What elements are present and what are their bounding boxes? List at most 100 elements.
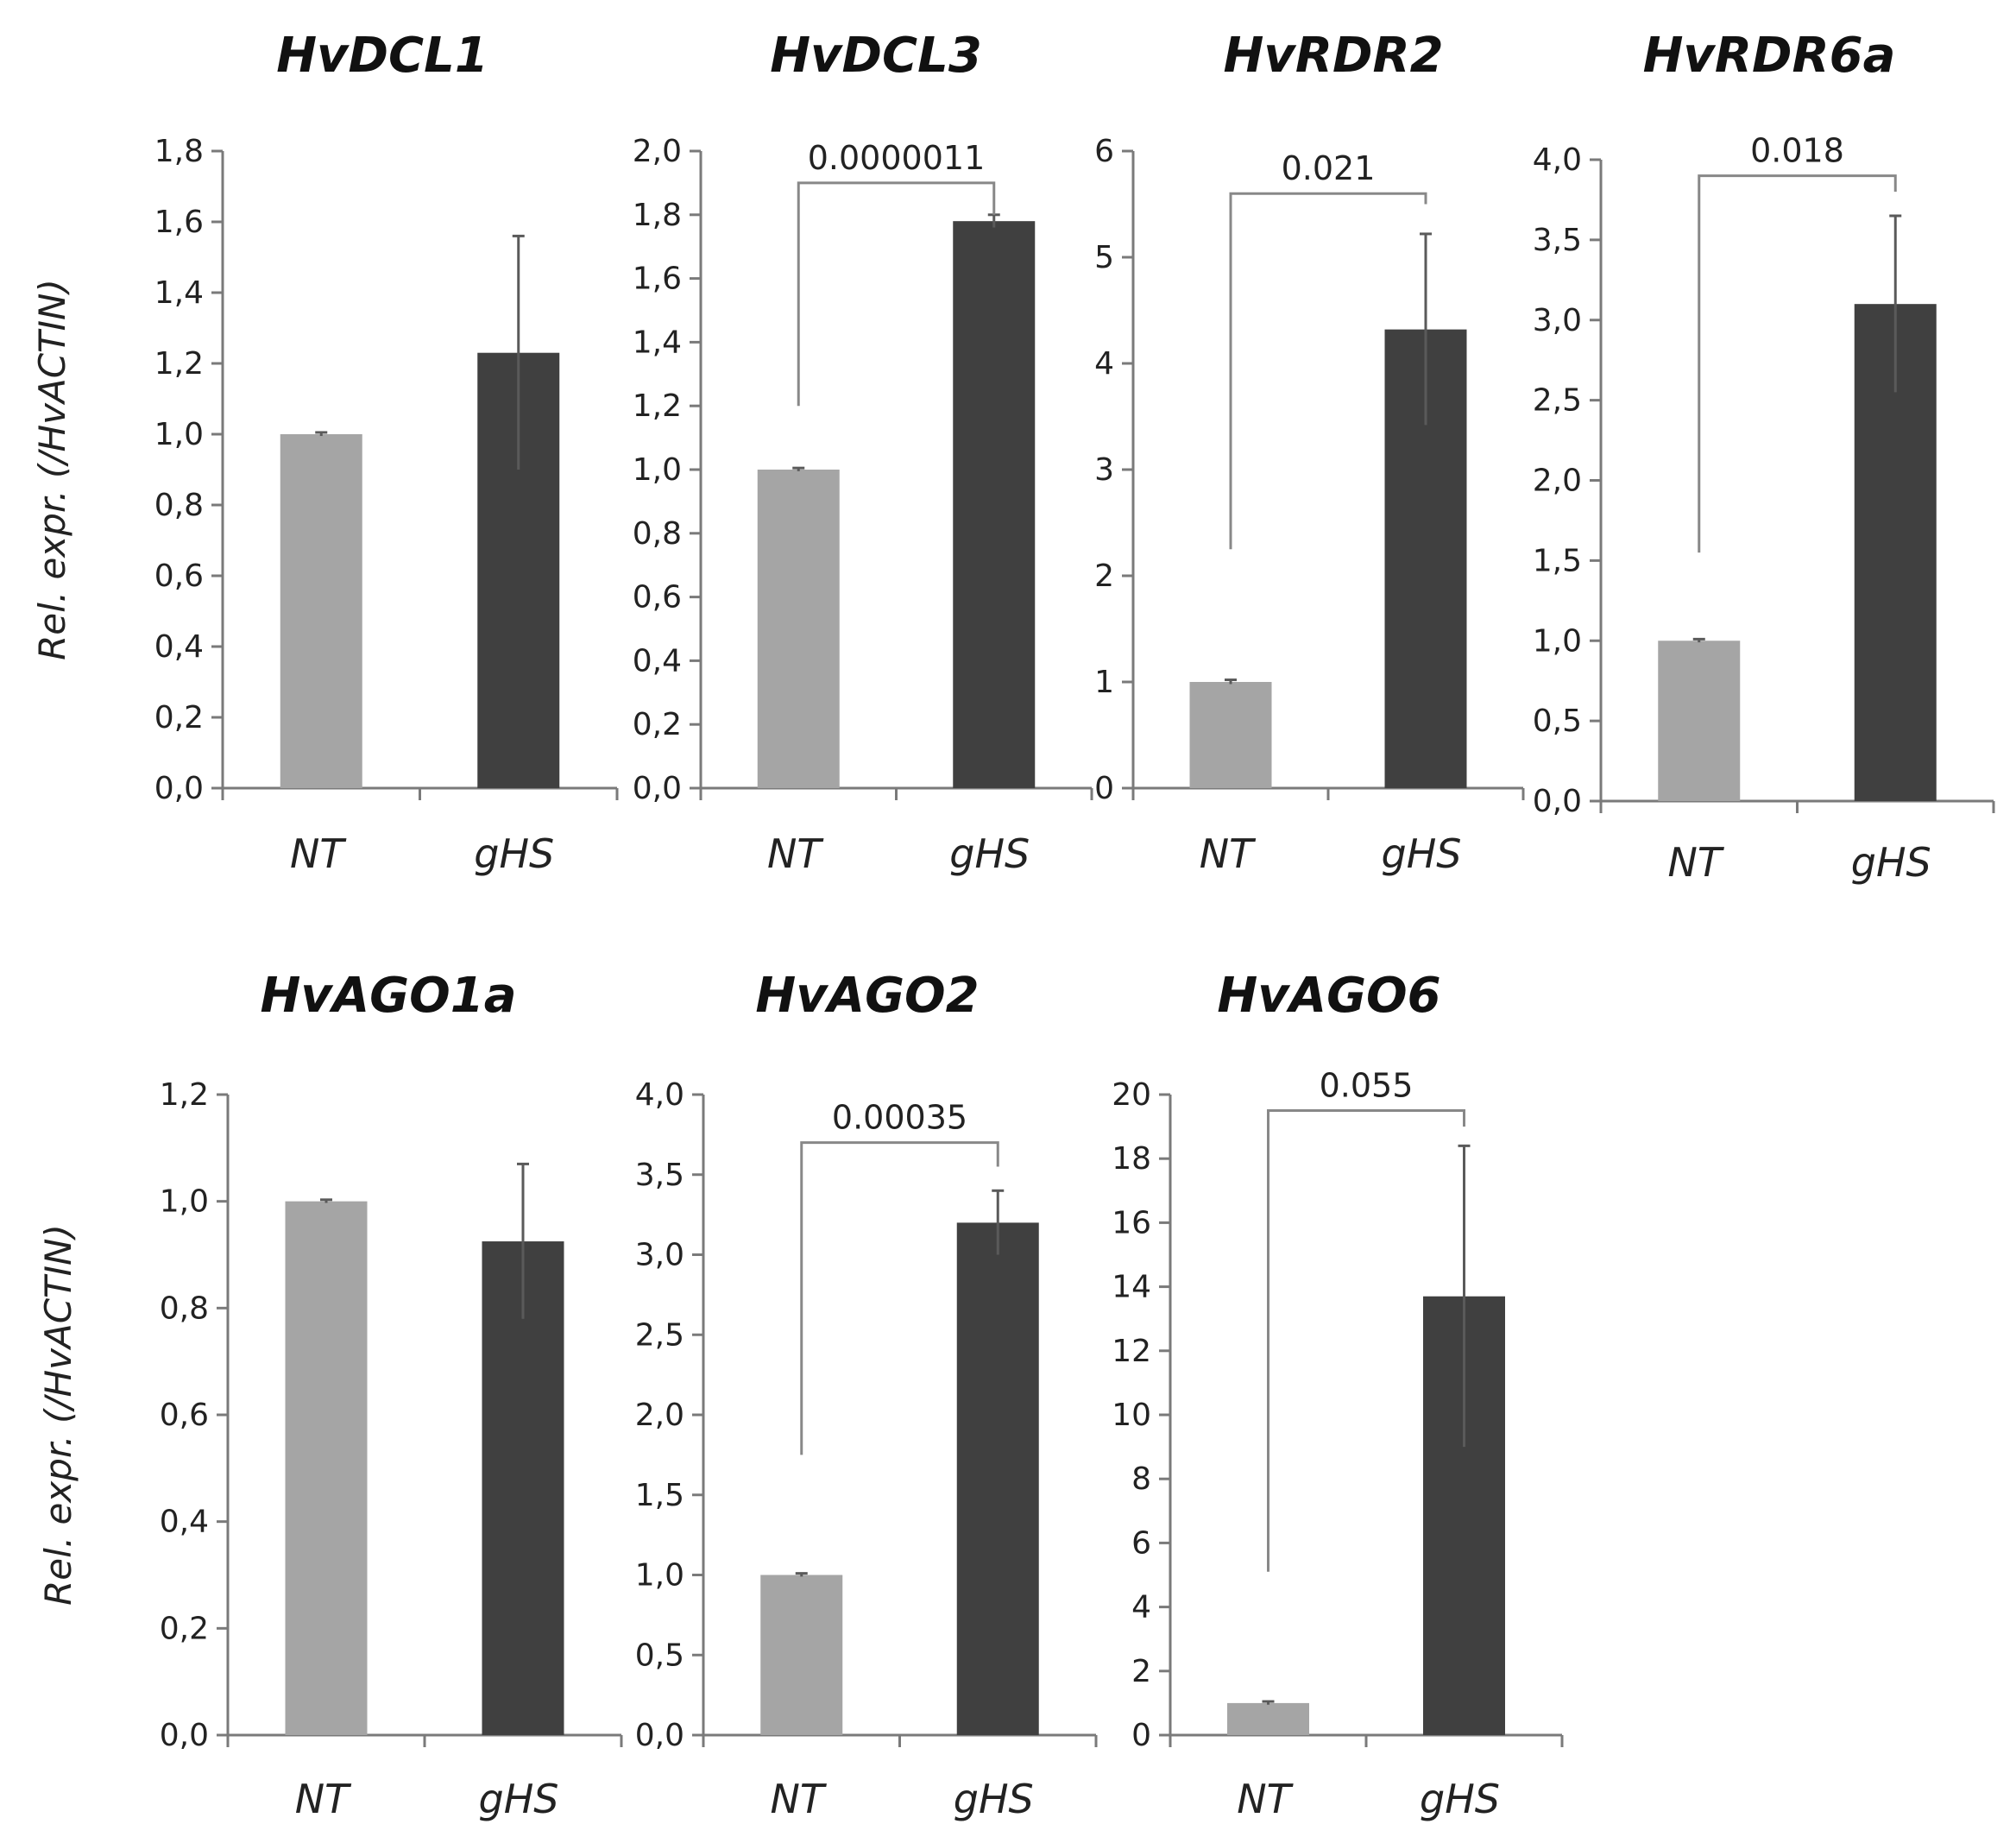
y-tick-label: 0,6 [633, 580, 682, 615]
chart-title: HvAGO1a [260, 968, 516, 1024]
y-tick-label: 5 [1094, 240, 1114, 275]
chart-title: HvAGO2 [755, 968, 979, 1024]
y-tick-label: 1,6 [154, 205, 204, 240]
y-tick-label: 1,5 [1533, 543, 1582, 578]
bar-ghs [482, 1241, 564, 1735]
y-tick-label: 0,6 [160, 1398, 209, 1433]
y-tick-label: 0,4 [160, 1505, 209, 1540]
y-tick-label: 0 [1094, 771, 1114, 806]
y-tick-label: 0,2 [154, 700, 204, 735]
chart-title: HvAGO6 [1217, 968, 1440, 1024]
y-tick-label: 0,0 [633, 771, 682, 806]
chart-title: HvDCL3 [770, 28, 982, 84]
y-tick-label: 3,5 [1533, 223, 1582, 258]
y-tick-label: 2 [1131, 1654, 1151, 1689]
y-tick-label: 1,4 [633, 325, 682, 360]
y-tick-label: 6 [1131, 1525, 1151, 1561]
y-tick-label: 4,0 [635, 1077, 684, 1113]
y-axis-label: Rel. expr. (/HvACTIN) [31, 279, 73, 660]
bar-nt [285, 1201, 368, 1735]
bar-nt [760, 1575, 843, 1735]
y-tick-label: 2,0 [1533, 464, 1582, 499]
y-tick-label: 3,5 [635, 1158, 684, 1193]
chart-panel-hvago2: HvAGO2 0,0 0,5 1,0 1,5 2,0 2,5 3,0 3,5 4,0 NT gHS 0.… [635, 968, 1098, 1822]
bar-nt [1227, 1702, 1309, 1735]
y-tick-label: 2,5 [1533, 383, 1582, 419]
p-value-label: 0.055 [1320, 1067, 1414, 1105]
significance-bracket [1267, 1109, 1465, 1572]
y-tick-label: 0,2 [160, 1611, 209, 1646]
y-tick-label: 1,8 [633, 198, 682, 233]
y-tick-label: 0,0 [160, 1718, 209, 1753]
category-label-nt: NT [770, 1776, 827, 1822]
y-tick-label: 8 [1131, 1461, 1151, 1497]
y-tick-label: 1,0 [1533, 623, 1582, 659]
y-tick-label: 1,4 [154, 275, 204, 311]
bar-nt [1189, 682, 1272, 788]
y-tick-label: 1,0 [160, 1184, 209, 1220]
y-tick-label: 1,8 [154, 134, 204, 169]
y-tick-label: 0,0 [1533, 784, 1582, 819]
y-tick-label: 20 [1112, 1077, 1151, 1113]
chart-panel-hvago6: HvAGO6 0 2 4 6 8 10 12 14 16 18 20 NT gHS 0.055 [1112, 968, 1564, 1822]
y-tick-label: 0,5 [635, 1638, 684, 1673]
y-tick-label: 0,0 [154, 771, 204, 806]
y-tick-label: 0,8 [154, 488, 204, 523]
y-tick-label: 12 [1112, 1334, 1151, 1369]
significance-bracket [1698, 174, 1897, 553]
y-tick-label: 0,2 [633, 707, 682, 742]
bar-ghs [956, 1222, 1039, 1735]
y-tick-label: 10 [1112, 1398, 1151, 1433]
y-tick-label: 1 [1094, 665, 1114, 700]
p-value-label: 0.0000011 [808, 139, 986, 177]
y-tick-label: 1,5 [635, 1478, 684, 1513]
category-label-ghs: gHS [954, 1776, 1034, 1822]
chart-panel-hvago1a: HvAGO1a Rel. expr. (/HvACTIN) 0,0 0,2 0,4 0,6… [37, 968, 623, 1822]
category-label-nt: NT [1237, 1776, 1294, 1822]
y-tick-label: 0,4 [633, 643, 682, 679]
y-tick-label: 1,2 [160, 1077, 209, 1113]
y-tick-label: 6 [1094, 134, 1114, 169]
chart-panel-hvdcl1: HvDCL1 Rel. expr. (/HvACTIN) 0,0 0,2 0,4 0,6 0… [31, 28, 619, 877]
significance-bracket [800, 1141, 999, 1455]
category-label-ghs: gHS [1382, 830, 1462, 877]
y-tick-label: 2,5 [635, 1317, 684, 1353]
y-tick-label: 18 [1112, 1141, 1151, 1177]
category-label-nt: NT [295, 1776, 352, 1822]
category-label-ghs: gHS [474, 830, 554, 877]
chart-title: HvRDR6a [1643, 28, 1896, 84]
y-tick-label: 14 [1112, 1270, 1151, 1305]
bar-ghs [953, 221, 1036, 788]
y-tick-label: 1,0 [635, 1558, 684, 1594]
significance-bracket [1229, 192, 1427, 550]
category-label-nt: NT [767, 830, 824, 877]
y-tick-label: 16 [1112, 1205, 1151, 1240]
bar-nt [757, 470, 840, 788]
y-axis-label: Rel. expr. (/HvACTIN) [37, 1224, 79, 1606]
y-tick-label: 1,0 [633, 452, 682, 488]
chart-panel-hvrdr2: HvRDR2 0 1 2 3 4 5 6 NT gHS 0.021 [1094, 28, 1525, 877]
y-tick-label: 1,0 [154, 417, 204, 452]
category-label-ghs: gHS [1851, 839, 1931, 886]
p-value-label: 0.00035 [832, 1099, 967, 1137]
category-label-nt: NT [1200, 830, 1257, 877]
y-tick-label: 2,0 [633, 134, 682, 169]
y-tick-label: 3 [1094, 452, 1114, 488]
p-value-label: 0.021 [1282, 149, 1376, 187]
chart-title: HvDCL1 [276, 28, 488, 84]
y-tick-label: 1,2 [633, 388, 682, 424]
y-tick-label: 3,0 [635, 1238, 684, 1273]
y-tick-label: 4 [1131, 1590, 1151, 1625]
y-tick-label: 4,0 [1533, 142, 1582, 178]
y-tick-label: 0,0 [635, 1718, 684, 1753]
y-tick-label: 4 [1094, 346, 1114, 382]
y-tick-label: 0 [1131, 1718, 1151, 1753]
chart-panel-hvdcl3: HvDCL3 0,0 0,2 0,4 0,6 0,8 1,0 1,2 1,4 1,6 1,8 2,0 N… [633, 28, 1093, 877]
chart-title: HvRDR2 [1223, 28, 1443, 84]
chart-panel-hvrdr6a: HvRDR6a 0,0 0,5 1,0 1,5 2,0 2,5 3,0 3,5 4,0 NT gHS 0… [1533, 28, 1995, 886]
category-label-nt: NT [1667, 839, 1724, 886]
p-value-label: 0.018 [1750, 132, 1844, 170]
y-tick-label: 2 [1094, 559, 1114, 594]
y-tick-label: 0,6 [154, 559, 204, 594]
